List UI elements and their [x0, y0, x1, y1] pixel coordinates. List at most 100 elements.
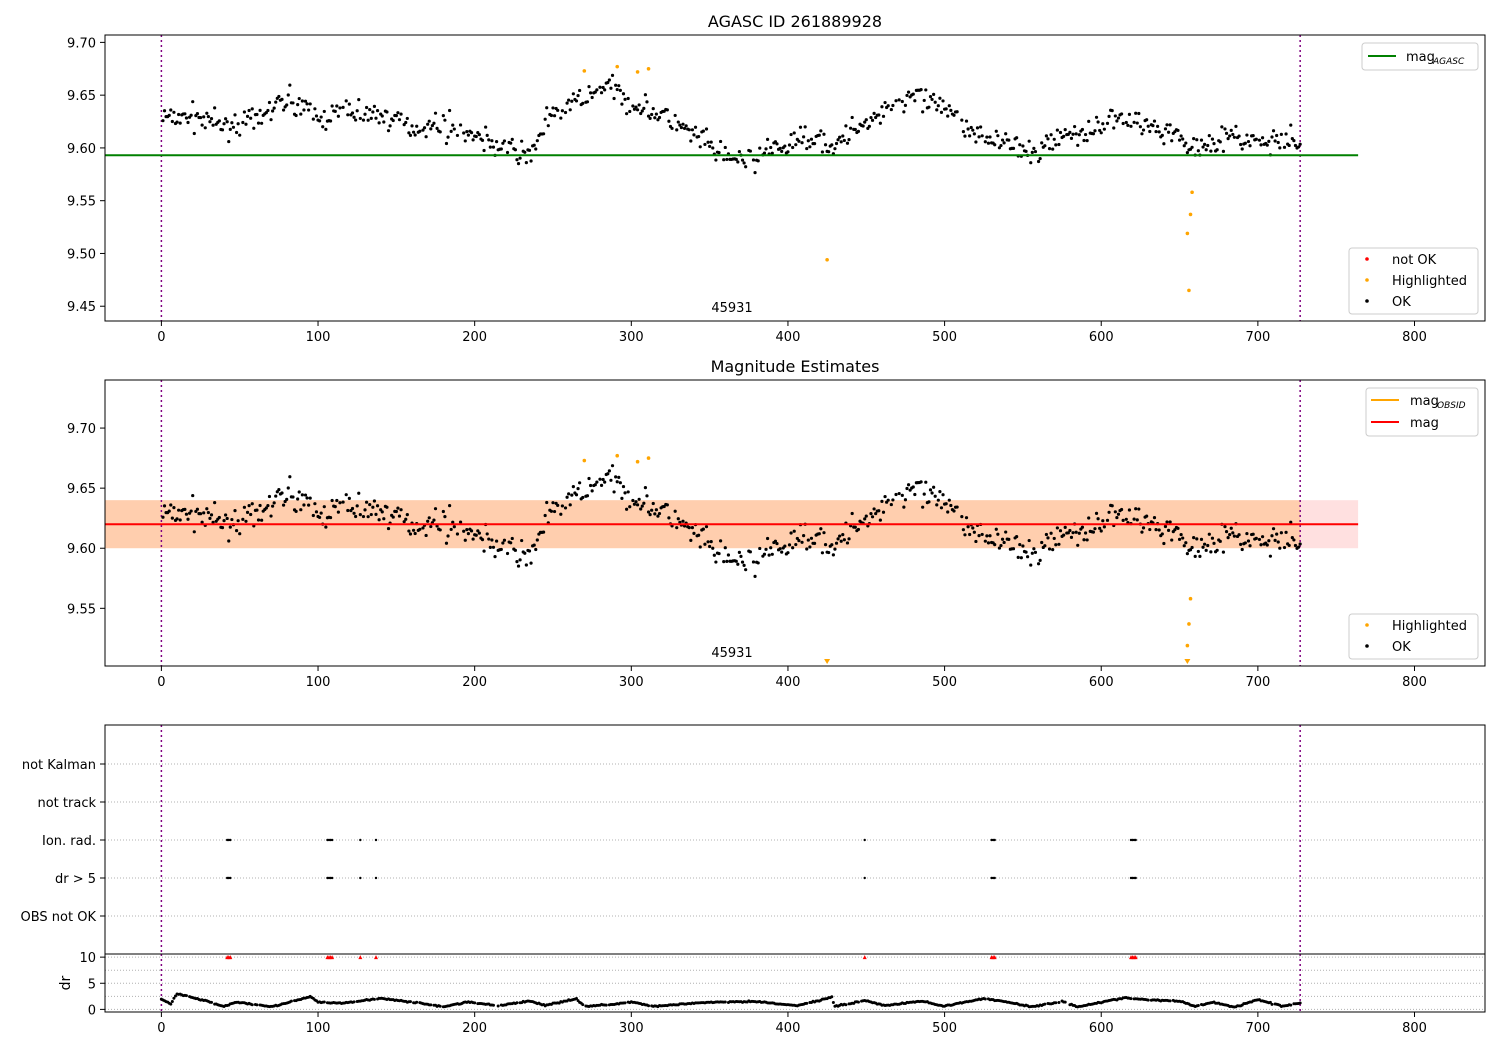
ok-point: [222, 122, 226, 126]
ok-point: [280, 97, 284, 101]
ok-point: [411, 528, 416, 532]
ok-point: [183, 112, 187, 116]
ok-point: [1063, 127, 1067, 132]
ok-point: [307, 108, 311, 112]
ok-point: [1234, 124, 1238, 128]
ok-point: [1168, 520, 1172, 524]
ok-point: [736, 562, 740, 566]
ok-point: [1000, 138, 1005, 142]
ok-point: [863, 120, 867, 124]
ok-point: [831, 553, 835, 557]
ok-point: [994, 527, 998, 531]
ok-point: [698, 145, 702, 149]
ok-point: [598, 85, 602, 89]
ok-point: [585, 494, 590, 498]
ok-point: [513, 548, 517, 552]
ok-point: [706, 140, 710, 144]
ok-point: [1051, 548, 1055, 552]
ok-point: [474, 533, 478, 537]
ok-point: [999, 143, 1003, 148]
ok-point: [1068, 528, 1072, 533]
ok-point: [902, 110, 906, 114]
ok-point: [448, 108, 452, 113]
dr-point: [1057, 1000, 1061, 1004]
ok-point: [610, 73, 615, 78]
ok-point: [960, 515, 964, 519]
ok-point: [570, 493, 574, 497]
ok-point: [1054, 543, 1058, 547]
ok-point: [252, 126, 256, 130]
ok-point: [1085, 139, 1089, 143]
ok-point: [234, 130, 239, 135]
ok-point: [585, 100, 590, 104]
ok-point: [1068, 130, 1072, 134]
ok-point: [231, 125, 236, 129]
ok-point: [523, 150, 527, 154]
ok-point: [217, 515, 221, 520]
ok-point: [1074, 132, 1078, 136]
ok-point: [374, 512, 378, 516]
ok-point: [408, 532, 413, 536]
ok-point: [631, 498, 635, 503]
ok-point: [886, 104, 890, 108]
dr-point: [289, 999, 293, 1003]
ok-point: [433, 111, 438, 115]
ok-point: [422, 126, 427, 130]
ok-point: [617, 475, 621, 479]
ok-point: [725, 559, 729, 563]
ok-point: [994, 129, 998, 133]
ok-point: [336, 114, 340, 118]
ok-point: [968, 134, 972, 138]
ok-point: [358, 116, 362, 121]
ok-point: [764, 147, 768, 151]
ok-point: [704, 127, 709, 131]
ok-point: [968, 532, 972, 537]
ok-point: [560, 109, 564, 113]
dr-point: [473, 1001, 477, 1005]
ok-point: [853, 525, 857, 529]
ok-point: [1036, 159, 1041, 164]
ok-point: [269, 118, 273, 122]
ok-point: [610, 464, 615, 468]
x-tick-label: 200: [462, 1021, 487, 1036]
ok-point: [509, 541, 513, 545]
ok-point: [1098, 526, 1102, 530]
ok-point: [430, 123, 434, 128]
ok-point: [1207, 134, 1211, 138]
ok-point: [587, 85, 591, 89]
ok-point: [1207, 532, 1211, 536]
y-tick-label: 9.55: [67, 602, 96, 617]
ok-point: [1170, 139, 1174, 143]
ok-point: [233, 113, 237, 117]
ok-point: [485, 133, 489, 137]
ok-point: [1094, 511, 1099, 515]
ok-point: [296, 103, 300, 107]
ok-point: [328, 515, 333, 520]
x-tick-label: 600: [1089, 330, 1114, 345]
ok-point: [1033, 149, 1038, 154]
dr-point: [647, 1004, 651, 1008]
ok-point: [1226, 137, 1230, 141]
ok-point: [734, 559, 738, 563]
ok-point: [1298, 542, 1302, 546]
highlighted-point: [582, 69, 587, 73]
ok-point: [726, 553, 731, 557]
ok-point: [1243, 541, 1247, 545]
ok-point: [708, 144, 712, 149]
ok-point: [576, 93, 580, 98]
ok-point: [364, 500, 369, 504]
ok-point: [1276, 540, 1280, 544]
ok-point: [1237, 134, 1241, 138]
ok-point: [698, 545, 702, 549]
ok-point: [1181, 536, 1185, 540]
ok-point: [1195, 138, 1199, 142]
dr-point: [496, 1004, 500, 1008]
ok-point: [1096, 120, 1100, 124]
dr-point: [723, 1000, 727, 1004]
ok-point: [725, 157, 729, 162]
ok-point: [380, 114, 384, 118]
ok-point: [791, 546, 795, 550]
ok-point: [903, 103, 908, 107]
ok-point: [177, 112, 181, 117]
ok-point: [206, 114, 210, 119]
